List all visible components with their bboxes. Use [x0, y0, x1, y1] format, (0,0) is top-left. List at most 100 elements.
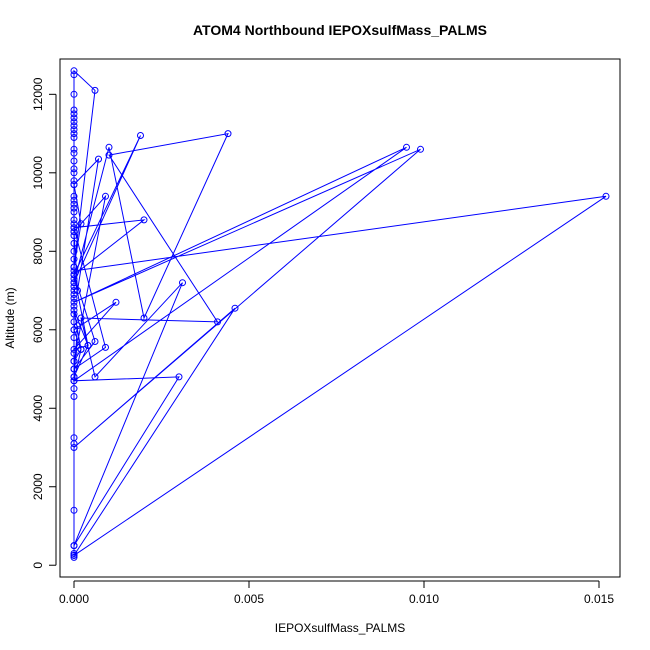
data-point: [70, 247, 78, 255]
data-point: [70, 216, 78, 224]
data-point: [70, 434, 78, 442]
data-point: [70, 365, 78, 373]
data-point: [70, 122, 78, 130]
data-point: [179, 279, 186, 287]
data-point: [70, 393, 78, 400]
data-point: [70, 71, 78, 79]
data-point: [70, 377, 78, 385]
x-tick-label: 0.005: [234, 592, 264, 606]
data-point: [91, 338, 99, 345]
data-point: [70, 550, 78, 557]
data-point: [70, 196, 78, 204]
data-point: [91, 86, 99, 94]
data-point: [70, 192, 78, 200]
y-axis-label: Altitude (m): [3, 287, 17, 348]
data-point: [70, 232, 78, 240]
y-tick-label: 10000: [31, 156, 45, 190]
x-tick-label: 0.010: [409, 592, 439, 606]
data-point: [214, 318, 221, 326]
data-point: [140, 314, 148, 322]
data-point: [102, 192, 109, 200]
data-point: [70, 294, 78, 302]
data-point: [105, 151, 113, 159]
data-point: [70, 165, 78, 173]
data-point: [70, 149, 78, 157]
data-point: [70, 255, 78, 263]
data-point: [70, 279, 78, 287]
y-tick-label: 8000: [31, 238, 45, 265]
data-point: [102, 343, 109, 351]
series-line: [72, 69, 607, 558]
y-tick-label: 2000: [31, 473, 45, 500]
data-point: [84, 342, 92, 349]
data-point: [70, 145, 78, 153]
y-tick-label: 4000: [31, 395, 45, 422]
data-point: [77, 345, 85, 353]
data-point: [70, 90, 78, 98]
data-point: [224, 130, 232, 138]
data-point: [70, 200, 78, 208]
data-point: [70, 349, 78, 357]
series-layer: [70, 67, 610, 561]
data-point: [70, 106, 78, 114]
data-point: [70, 275, 78, 283]
x-tick-label: 0.000: [59, 592, 89, 606]
data-point: [70, 506, 78, 514]
data-point: [70, 306, 78, 314]
data-point: [70, 553, 78, 561]
data-point: [70, 220, 78, 228]
data-point: [70, 110, 78, 118]
data-point: [70, 181, 78, 189]
data-point: [70, 130, 78, 138]
y-tick-label: 0: [31, 562, 45, 569]
data-point: [70, 334, 78, 342]
data-point: [70, 267, 78, 275]
data-point: [70, 302, 78, 310]
x-axis: 0.000 0.005 0.010 0.015: [59, 580, 614, 606]
data-point: [70, 271, 78, 279]
y-tick-label: 6000: [31, 316, 45, 343]
plot-frame: [59, 58, 621, 578]
data-point: [70, 551, 78, 559]
data-point: [70, 263, 78, 271]
data-point: [417, 145, 424, 153]
data-point: [70, 444, 78, 451]
y-axis: 0 2000 4000 6000 8000 10000 12000: [31, 77, 57, 569]
data-point: [403, 143, 410, 151]
data-point: [70, 373, 78, 381]
data-point: [70, 318, 78, 326]
data-point: [231, 304, 239, 312]
data-point: [70, 291, 78, 298]
x-axis-label: IEPOXsulfMass_PALMS: [275, 621, 406, 635]
data-point: [70, 126, 78, 134]
data-point: [70, 157, 78, 165]
data-point: [70, 239, 78, 247]
data-point: [70, 67, 78, 75]
data-point: [70, 345, 78, 353]
data-point: [70, 542, 78, 550]
data-point: [70, 177, 78, 185]
data-point: [70, 134, 78, 141]
data-point: [91, 373, 99, 381]
data-point: [70, 224, 78, 232]
data-point: [70, 204, 78, 212]
data-point: [70, 169, 78, 177]
data-point: [74, 322, 81, 330]
y-tick-label: 12000: [31, 77, 45, 111]
chart-title: ATOM4 Northbound IEPOXsulfMass_PALMS: [193, 22, 487, 38]
data-point: [140, 216, 148, 224]
x-tick-label: 0.015: [584, 592, 614, 606]
data-point: [77, 220, 85, 228]
data-point: [112, 298, 120, 306]
data-point: [70, 385, 78, 393]
data-point: [74, 287, 81, 294]
data-point: [70, 310, 78, 318]
data-point: [77, 314, 85, 322]
data-point: [137, 132, 144, 139]
data-point: [70, 326, 78, 334]
data-point: [70, 114, 78, 122]
data-point: [70, 118, 78, 126]
data-point: [175, 373, 183, 381]
data-point: [70, 298, 78, 306]
